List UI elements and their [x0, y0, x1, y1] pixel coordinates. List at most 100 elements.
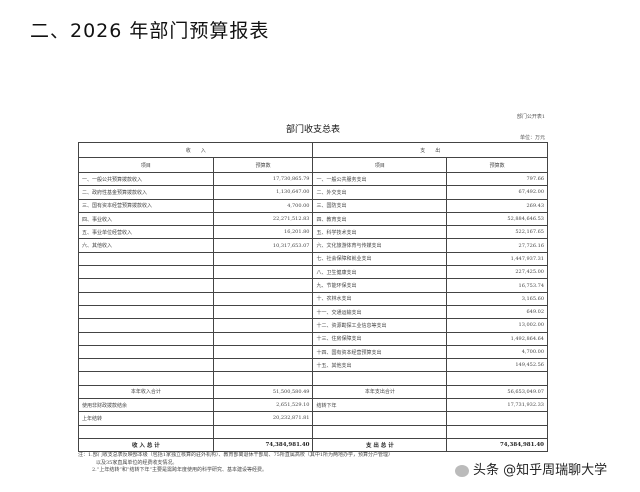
- expense-amount: [446, 424, 548, 439]
- note-1-cont: 以及35家直属单位的经费收支情况。: [96, 459, 178, 466]
- income-item: 使用非财政拨款结余: [78, 398, 214, 413]
- table-row: 使用非财政拨款结余 2,651,529.10 结转下年 17,731,932.33: [78, 398, 548, 413]
- income-amount: [212, 304, 314, 320]
- table-row: [78, 371, 548, 386]
- expense-item: 十四、国有资本经营预算支出: [312, 344, 448, 360]
- expense-item: 八、卫生健康支出: [312, 265, 448, 280]
- income-amount: 74,384,981.40: [212, 437, 314, 453]
- table-row: 十、农林水支出 3,165.60: [78, 291, 548, 306]
- income-amount: 20,232,871.81: [212, 411, 314, 426]
- income-amount: [212, 291, 314, 306]
- income-item: 四、事业收入: [78, 211, 214, 227]
- expense-amount: 3,165.60: [446, 291, 548, 306]
- expense-amount-header: 预算数: [446, 157, 548, 173]
- expense-amount: 522,167.65: [446, 225, 548, 240]
- income-item: [78, 331, 214, 346]
- income-item-header: 项目: [78, 157, 214, 173]
- income-item: 三、国有资本经营预算拨款收入: [78, 198, 214, 213]
- expense-item: 支 出 总 计: [312, 437, 448, 453]
- income-header: 收 入: [77, 142, 314, 158]
- income-item: 收 入 总 计: [78, 437, 214, 453]
- income-amount: [212, 371, 314, 386]
- income-item: 二、政府性基金预算拨款收入: [78, 185, 214, 200]
- expense-amount: 56,653,049.07: [446, 384, 548, 400]
- table-row: 九、节能环保支出 16,753.74: [78, 278, 548, 293]
- expense-item: 结转下年: [312, 398, 448, 413]
- income-item: 一、一般公共预算拨款收入: [78, 171, 214, 187]
- table-row: 三、国有资本经营预算拨款收入 4,700.00 三、国防支出 269.43: [78, 198, 548, 213]
- table-row: 八、卫生健康支出 227,425.00: [78, 265, 548, 280]
- expense-amount: 74,384,981.40: [446, 437, 548, 453]
- expense-amount: 227,425.00: [446, 265, 548, 280]
- table-row: 二、政府性基金预算拨款收入 1,130,647.00 二、外交支出 67,492.00: [78, 185, 548, 200]
- notes: 注：1.部门收支总表反映部本级（包括1家独立核算的驻外机构）、教育部离退休干部局…: [78, 452, 558, 475]
- table-row: 七、社会保障和就业支出 1,447,937.31: [78, 251, 548, 267]
- expense-item: 十、农林水支出: [312, 291, 448, 306]
- expense-item: 七、社会保障和就业支出: [312, 251, 448, 267]
- expense-item: 三、国防支出: [312, 198, 448, 213]
- table-row: 六、其他收入 10,317,653.07 六、文化旅游体育与传媒支出 27,726.1…: [78, 238, 548, 253]
- income-item: [78, 291, 214, 306]
- table-row: 十一、交通运输支出 649.02: [78, 304, 548, 320]
- income-amount: 1,130,647.00: [212, 185, 314, 200]
- watermark-text: 头条 @知乎周瑞聊大学: [473, 463, 608, 478]
- table-row: 五、事业单位经营收入 16,201.80 五、科学技术支出 522,167.65: [78, 225, 548, 240]
- income-amount: [212, 358, 314, 373]
- expense-amount: 269.43: [446, 198, 548, 213]
- income-item: [78, 371, 214, 386]
- income-item: [78, 358, 214, 373]
- income-item: [78, 424, 214, 439]
- table-row: 十三、住房保障支出 1,492,864.64: [78, 331, 548, 346]
- expense-amount: 13,002.00: [446, 318, 548, 333]
- section-header-row: 收 入 支 出: [77, 142, 548, 158]
- wechat-icon: [455, 464, 469, 477]
- income-amount: 51,500,580.49: [212, 384, 314, 400]
- expense-item: 本年支出合计: [312, 384, 448, 400]
- expense-item: 十三、住房保障支出: [312, 331, 448, 346]
- income-amount: 10,317,653.07: [212, 238, 314, 253]
- expense-amount: 17,731,932.33: [446, 398, 548, 413]
- table-row: [78, 424, 548, 439]
- income-amount: 2,651,529.10: [212, 398, 314, 413]
- expense-item: 四、教育支出: [312, 211, 448, 227]
- expense-item: 二、外交支出: [312, 185, 448, 200]
- income-amount: 22,271,512.83: [212, 211, 314, 227]
- note-1: 注：1.部门收支总表反映部本级（包括1家独立核算的驻外机构）、教育部离退休干部局…: [78, 452, 394, 458]
- expense-amount: 52,884,646.53: [446, 211, 548, 227]
- column-header-row: 项目 预算数 项目 预算数: [78, 157, 548, 173]
- expense-amount: [446, 371, 548, 386]
- expense-amount: 1,447,937.31: [446, 251, 548, 267]
- expense-item: 十五、其他支出: [312, 358, 448, 373]
- income-amount: 16,201.80: [212, 225, 314, 240]
- unit-label: 单位：万元: [519, 135, 545, 141]
- income-item: 五、事业单位经营收入: [78, 225, 214, 240]
- income-item: [78, 278, 214, 293]
- income-item: [78, 265, 214, 280]
- expense-item: 九、节能环保支出: [312, 278, 448, 293]
- income-amount: [212, 251, 314, 267]
- expense-item: 五、科学技术支出: [312, 225, 448, 240]
- income-item: [78, 318, 214, 333]
- budget-table: 收 入 支 出 项目 预算数 项目 预算数 一、一般公共预算拨款收入 17,730…: [77, 142, 548, 453]
- income-item: 上年结转: [78, 411, 214, 426]
- expense-item-header: 项目: [312, 157, 448, 173]
- table-row: 十五、其他支出 149,452.56: [78, 358, 548, 373]
- expense-item: [312, 411, 448, 426]
- table-row: 十二、资源勘探工业信息等支出 13,002.00: [78, 318, 548, 333]
- expense-item: [312, 371, 448, 386]
- expense-amount: 797.66: [446, 171, 548, 187]
- expense-item: 十一、交通运输支出: [312, 304, 448, 320]
- expense-item: 一、一般公共服务支出: [312, 171, 448, 187]
- income-amount: [212, 318, 314, 333]
- table-row: 一、一般公共预算拨款收入 17,730,865.79 一、一般公共服务支出 797.6…: [78, 171, 548, 187]
- table-row: 四、事业收入 22,271,512.83 四、教育支出 52,884,646.53: [78, 211, 548, 227]
- expense-amount: 4,700.00: [446, 344, 548, 360]
- expense-amount: [446, 411, 548, 426]
- table-row: 上年结转 20,232,871.81: [78, 411, 548, 426]
- expense-header: 支 出: [312, 142, 548, 158]
- income-item: [78, 304, 214, 320]
- income-amount: [212, 278, 314, 293]
- income-amount-header: 预算数: [212, 157, 314, 173]
- income-item: 六、其他收入: [78, 238, 214, 253]
- income-item: 本年收入合计: [78, 384, 214, 400]
